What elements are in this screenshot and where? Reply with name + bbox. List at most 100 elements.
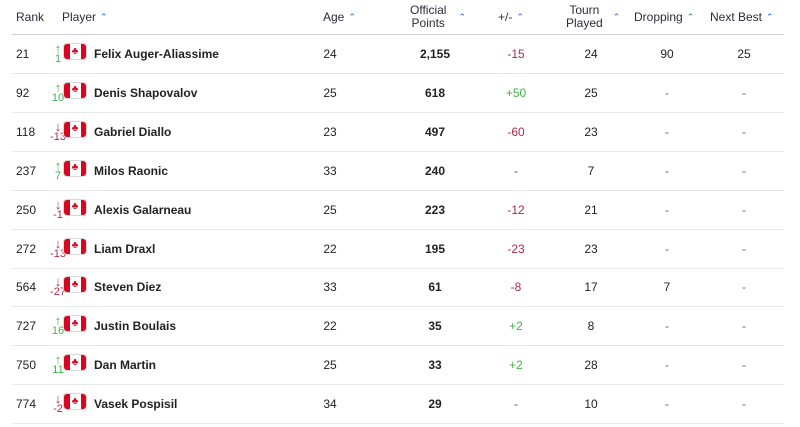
- arrow-up-icon: ↑: [54, 157, 62, 173]
- next-best-header-label: Next Best: [710, 10, 763, 24]
- table-row[interactable]: 21 ↑ 1 ♣ Felix Auger-Aliassime 24 2,155 -15 24 90…: [12, 35, 784, 74]
- points-diff-value: +50: [505, 85, 527, 100]
- points-diff-value: -23: [507, 241, 525, 256]
- row-divider: [12, 423, 784, 425]
- dropping-value: -: [665, 397, 669, 412]
- player-column-header[interactable]: Player ⌃: [62, 0, 108, 34]
- age-value: 22: [323, 319, 337, 334]
- played-header-line1: Tourn: [569, 3, 600, 17]
- rank-value: 21: [16, 47, 30, 61]
- tournaments-played-value: 21: [584, 202, 598, 217]
- rank-movement: ↑ 7: [48, 152, 68, 190]
- player-name-link[interactable]: Denis Shapovalov: [94, 85, 198, 100]
- rank-movement-value: -13: [50, 247, 66, 260]
- rank-value: 564: [16, 280, 37, 295]
- table-row[interactable]: 237 ↑ 7 ♣ Milos Raonic 33 240-7- -: [12, 152, 784, 191]
- played-header-line2: Played: [566, 16, 603, 30]
- rank-movement: ↑ 16: [48, 307, 68, 345]
- tournaments-played-value: 17: [584, 280, 598, 295]
- points-diff-value: -: [514, 163, 518, 178]
- played-column-header[interactable]: Tourn Played ⌃: [566, 0, 620, 34]
- rank-column-header[interactable]: Rank: [16, 0, 44, 34]
- age-value: 22: [323, 241, 337, 256]
- chevron-up-icon[interactable]: ⌃: [458, 11, 467, 22]
- arrow-up-icon: ↑: [54, 41, 62, 56]
- next-best-value: -: [742, 241, 746, 256]
- age-column-header[interactable]: Age ⌃: [323, 0, 356, 34]
- row-divider: [12, 73, 784, 74]
- points-column-header[interactable]: Official Points ⌃: [410, 0, 466, 34]
- points-value: 497: [424, 124, 446, 139]
- rank-value: 774: [16, 397, 37, 412]
- dropping-value: -: [665, 85, 669, 100]
- dropping-column-header[interactable]: Dropping ⌃: [634, 0, 694, 34]
- canada-flag-icon: ♣: [64, 160, 86, 176]
- age-value: 25: [323, 358, 337, 373]
- points-diff-value: -15: [507, 47, 525, 61]
- tournaments-played-value: 23: [584, 124, 598, 139]
- points-diff-value: +2: [509, 319, 523, 334]
- table-row[interactable]: 118 ↓ -13 ♣ Gabriel Diallo 23 497 -60 23 - -: [12, 113, 784, 152]
- chevron-up-icon[interactable]: ⌃: [686, 11, 695, 22]
- player-name-link[interactable]: Gabriel Diallo: [94, 124, 172, 139]
- table-row[interactable]: 564 ↓ -27 ♣ Steven Diez 33 61 -8 17 7 -: [12, 268, 784, 308]
- chevron-up-icon[interactable]: ⌃: [100, 11, 108, 22]
- table-row[interactable]: 727 ↑ 16 ♣ Justin Boulais 22 35 +2 8 - -: [12, 307, 784, 347]
- arrow-down-icon: ↓: [54, 196, 62, 212]
- table-row[interactable]: 250 ↓ -1 ♣ Alexis Galarneau 25 223 -12 21 - -: [12, 191, 784, 230]
- rank-movement-value: 1: [54, 53, 62, 65]
- canada-flag-icon: ♣: [64, 394, 86, 410]
- player-name-link[interactable]: Steven Diez: [94, 280, 162, 295]
- chevron-up-icon[interactable]: ⌃: [612, 11, 621, 22]
- arrow-down-icon: ↓: [54, 118, 62, 134]
- next-best-value: -: [742, 397, 746, 412]
- age-value: 24: [323, 47, 337, 61]
- points-value: 33: [428, 358, 442, 373]
- player-name-link[interactable]: Alexis Galarneau: [94, 202, 192, 217]
- tournaments-played-value: 8: [587, 319, 595, 334]
- canada-flag-icon: ♣: [64, 238, 86, 254]
- table-row[interactable]: 750 ↑ 11 ♣ Dan Martin 25 33 +2 28 - -: [12, 346, 784, 386]
- row-divider: [12, 150, 784, 152]
- table-row[interactable]: 774 ↓ -2 ♣ Vasek Pospisil 34 29 - 10 - -: [12, 385, 784, 425]
- player-name-link[interactable]: Milos Raonic: [94, 163, 169, 178]
- rank-value: 250: [16, 202, 37, 217]
- rank-movement-value: -1: [53, 208, 63, 221]
- rank-movement-value: -13: [50, 130, 66, 143]
- age-value: 25: [323, 85, 337, 100]
- played-header-label: Tourn Played: [566, 4, 603, 30]
- next-best-value: 25: [737, 47, 751, 61]
- canada-flag-icon: ♣: [64, 355, 86, 371]
- chevron-up-icon[interactable]: ⌃: [516, 11, 524, 22]
- diff-column-header[interactable]: +/- ⌃: [498, 0, 524, 34]
- rank-value: 237: [16, 163, 37, 178]
- points-value: 240: [424, 163, 446, 178]
- player-name-link[interactable]: Vasek Pospisil: [94, 397, 178, 412]
- next-best-value: -: [742, 163, 746, 178]
- player-name-link[interactable]: Dan Martin: [94, 358, 157, 373]
- dropping-value: -: [665, 319, 669, 334]
- age-value: 33: [323, 163, 337, 178]
- points-header-label: Official Points: [410, 4, 446, 30]
- player-name-link[interactable]: Liam Draxl: [94, 241, 156, 256]
- points-diff-value: -: [514, 397, 518, 412]
- tournaments-played-value: 25: [584, 85, 598, 100]
- next-best-column-header[interactable]: Next Best ⌃: [710, 0, 774, 34]
- tournaments-played-value: 7: [587, 163, 595, 178]
- rank-movement-value: 7: [54, 169, 62, 182]
- tournaments-played-value: 28: [584, 358, 598, 373]
- next-best-value: -: [742, 85, 746, 100]
- points-value: 29: [428, 397, 442, 412]
- chevron-up-icon[interactable]: ⌃: [766, 11, 774, 22]
- rank-header-label: Rank: [16, 10, 45, 24]
- canada-flag-icon: ♣: [64, 121, 86, 137]
- next-best-value: -: [742, 280, 746, 295]
- dropping-value: -: [665, 241, 669, 256]
- player-name-link[interactable]: Felix Auger-Aliassime: [94, 47, 219, 61]
- player-name-link[interactable]: Justin Boulais: [94, 319, 177, 334]
- chevron-up-icon[interactable]: ⌃: [348, 11, 356, 22]
- dropping-value: 90: [660, 47, 674, 61]
- table-row[interactable]: 92 ↑ 10 ♣ Denis Shapovalov 25 618 +50 25 - -: [12, 74, 784, 113]
- table-row[interactable]: 272 ↓ -13 ♣ Liam Draxl 22 195 -23 23 - -: [12, 230, 784, 269]
- arrow-down-icon: ↓: [54, 274, 62, 290]
